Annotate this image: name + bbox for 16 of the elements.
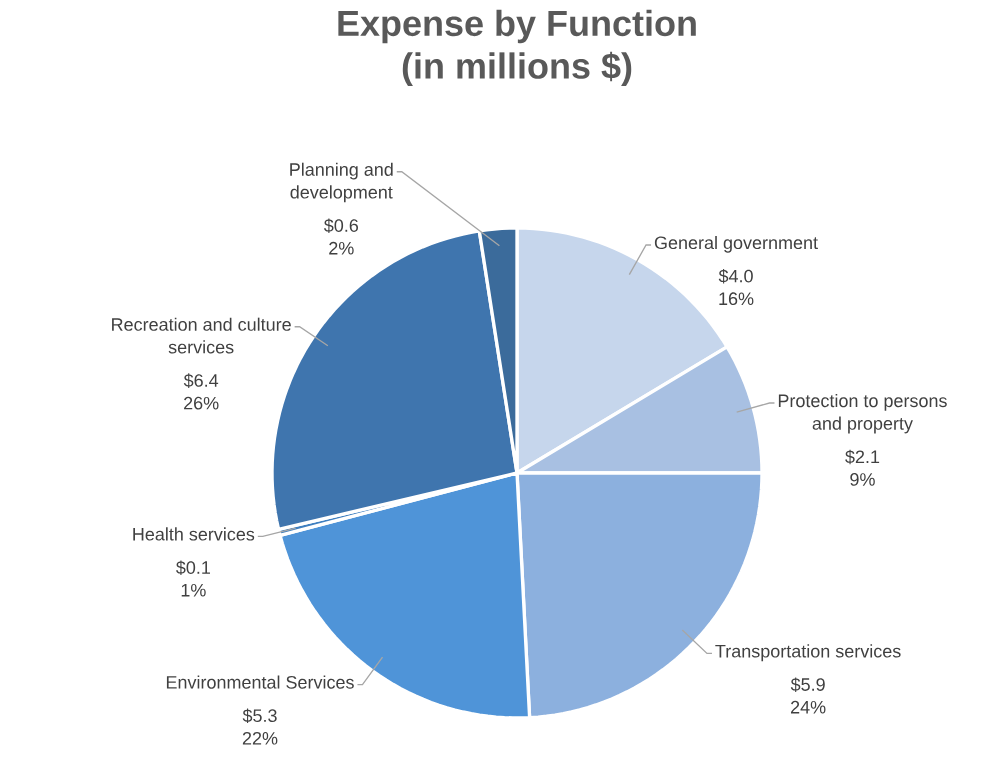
data-label: $2.1 9% [845, 449, 880, 486]
slice-label: General government [654, 235, 818, 253]
data-label: $4.0 16% [718, 268, 754, 306]
slice-label: Health services [133, 527, 255, 541]
data-label: $5.9 24% [790, 677, 826, 714]
data-label: $6.4 26% [183, 373, 219, 410]
slice-label: Recreation and culture services [112, 317, 291, 354]
slice-label: Planning and development [290, 162, 393, 203]
data-label: $0.6 2% [323, 218, 359, 255]
slice-label: Environmental Services [166, 675, 354, 689]
slice-label: Transportation services [715, 644, 901, 662]
data-label: $5.3 22% [242, 708, 278, 745]
chart-title: Expense by Function [338, 9, 696, 44]
slice-label: Protection to persons and property [778, 393, 947, 434]
data-label: $0.1 1% [176, 560, 210, 597]
chart-subtitle: (in millions $) [402, 51, 632, 86]
